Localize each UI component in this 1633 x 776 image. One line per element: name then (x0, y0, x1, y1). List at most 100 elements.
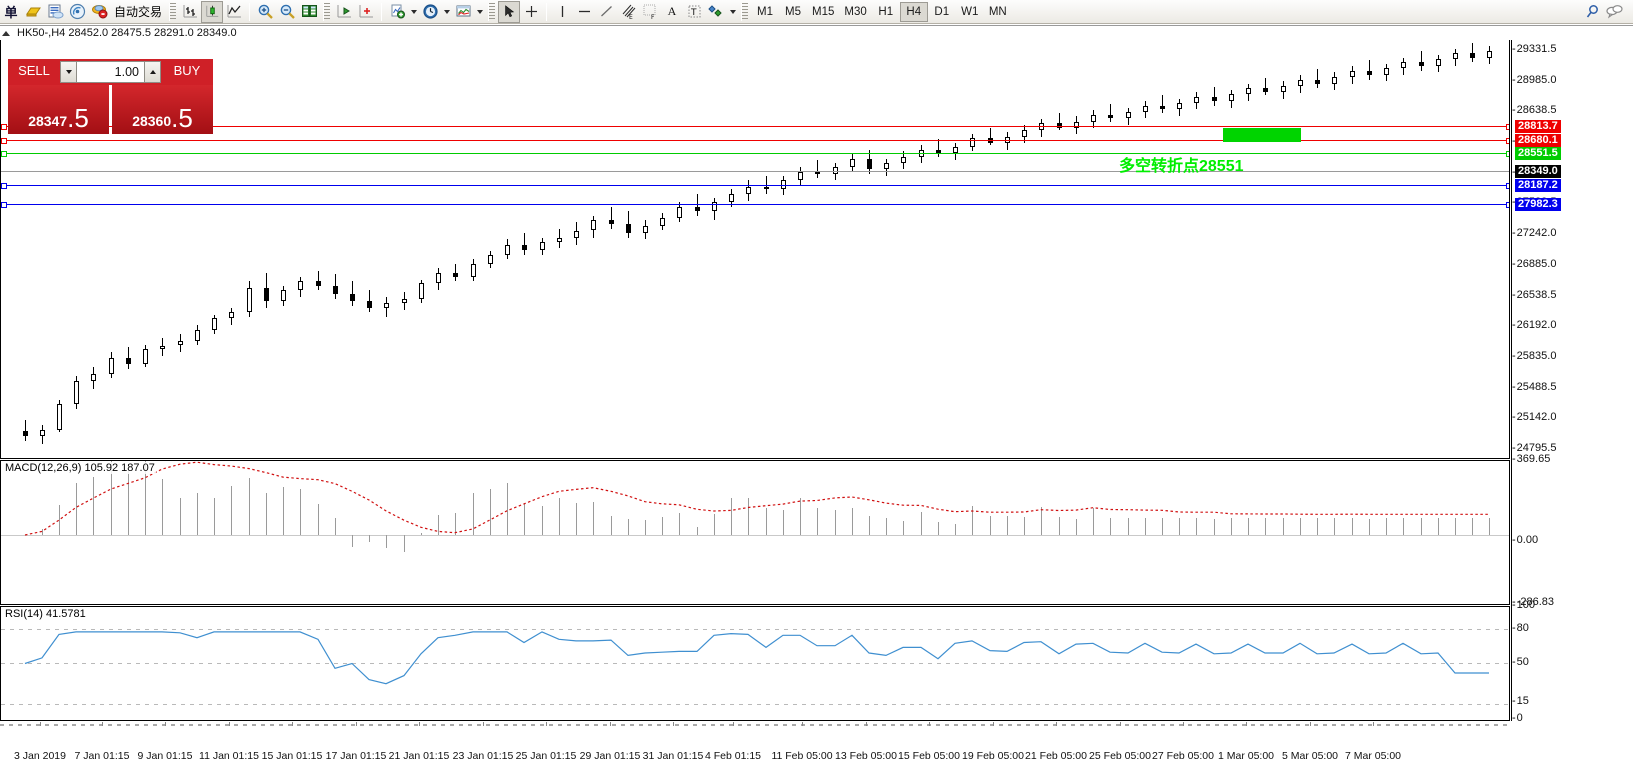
shapes-dropdown-icon[interactable] (727, 1, 738, 23)
vertical-line-icon[interactable] (551, 1, 573, 23)
timeframe-m1[interactable]: M1 (757, 5, 773, 18)
candle-body (626, 224, 631, 234)
price-level-line[interactable] (1, 151, 1509, 157)
one-click-trading-panel[interactable]: SELL 1.00 BUY 28347 .5 28360 .5 (8, 59, 213, 134)
price-level-badge[interactable]: 27982.3 (1515, 198, 1561, 211)
tile-windows-icon[interactable] (298, 1, 320, 23)
signals-icon[interactable] (66, 1, 88, 23)
price-level-line[interactable] (1, 124, 1509, 130)
crosshair-icon[interactable] (520, 1, 542, 23)
candle-body (367, 300, 372, 308)
equidistant-channel-icon[interactable]: E (617, 1, 639, 23)
candle-wick (1421, 50, 1422, 71)
macd-bar (1179, 517, 1180, 535)
templates-icon[interactable] (452, 1, 474, 23)
sell-price-cell[interactable]: 28347 .5 (8, 85, 109, 134)
timeframe-m30[interactable]: M30 (844, 5, 867, 18)
autotrade-icon[interactable] (88, 1, 110, 23)
toolbar-grip-1[interactable] (169, 2, 177, 21)
lot-size-stepper[interactable]: 1.00 (60, 59, 161, 85)
candle-body (1108, 114, 1113, 119)
cursor-icon[interactable] (498, 0, 521, 23)
timeframe-mn[interactable]: MN (988, 5, 1007, 18)
gold-bar-icon[interactable] (22, 1, 44, 23)
price-line-handle[interactable] (1506, 151, 1509, 157)
price-level-badge[interactable]: 28349.0 (1515, 165, 1561, 178)
toolbar-grip-2[interactable] (323, 2, 331, 21)
buy-button[interactable]: BUY (161, 59, 213, 85)
price-level-badge[interactable]: 28551.5 (1515, 147, 1561, 160)
price-line-handle[interactable] (1, 183, 7, 189)
price-level-badge[interactable]: 28187.2 (1515, 179, 1561, 192)
toolbar-grip-4[interactable] (741, 2, 749, 21)
timeframe-d1[interactable]: D1 (934, 5, 950, 18)
candlestick-chart-icon[interactable] (201, 0, 224, 23)
price-tick: 25835.0 (1512, 350, 1557, 362)
price-tick: 26538.5 (1512, 289, 1557, 301)
period-clock-icon[interactable] (419, 1, 441, 23)
add-indicator-icon[interactable] (386, 1, 408, 23)
timeframe-h4[interactable]: H4 (899, 1, 928, 22)
lot-size-input[interactable]: 1.00 (77, 61, 144, 83)
time-scale[interactable]: 3 Jan 2019 7 Jan 01:15 9 Jan 01:15 11 Jan 0… (0, 722, 1510, 776)
price-line-handle[interactable] (1, 138, 7, 144)
toolbar-grip-3[interactable] (488, 2, 496, 21)
zoom-out-icon[interactable] (276, 1, 298, 23)
rsi-pane[interactable]: RSI(14) 41.5781 (0, 606, 1510, 721)
chart-shift-icon[interactable] (333, 1, 355, 23)
price-line-handle[interactable] (1, 151, 7, 157)
timeframe-m15[interactable]: M15 (812, 5, 835, 18)
candle-body (1126, 111, 1131, 119)
price-line-handle[interactable] (1, 124, 7, 130)
bar-chart-icon[interactable] (179, 1, 201, 23)
candle-wick (1059, 112, 1060, 131)
terminal-icon[interactable] (44, 1, 66, 23)
candle-body (798, 171, 803, 181)
candle-body (643, 226, 648, 234)
price-line-handle[interactable] (1506, 124, 1509, 130)
macd-bar (938, 521, 939, 535)
macd-pane[interactable]: MACD(12,26,9) 105.92 187.07 (0, 460, 1510, 605)
price-line-handle[interactable] (1506, 138, 1509, 144)
time-tick (1183, 722, 1184, 726)
price-line-handle[interactable] (1506, 183, 1509, 189)
trendline-icon[interactable] (595, 1, 617, 23)
price-level-line[interactable] (1, 138, 1509, 144)
price-scale[interactable]: 29331.528985.028638.528292.027935.027588… (1511, 40, 1633, 724)
price-line-handle[interactable] (1506, 202, 1509, 208)
price-pane[interactable]: 多空转折点28551 (0, 40, 1510, 459)
macd-zero-line (1, 535, 1509, 536)
macd-bar (748, 497, 749, 535)
timeframe-m5[interactable]: M5 (785, 5, 801, 18)
collapse-triangle-icon[interactable] (2, 30, 10, 36)
lot-decrement-button[interactable] (60, 61, 77, 83)
price-level-line[interactable] (1, 202, 1509, 208)
templates-dropdown-icon[interactable] (474, 1, 485, 23)
timeframe-w1[interactable]: W1 (961, 5, 979, 18)
price-line-handle[interactable] (1, 202, 7, 208)
sell-button[interactable]: SELL (8, 59, 60, 85)
line-chart-icon[interactable] (223, 1, 245, 23)
price-level-badge[interactable]: 28813.7 (1515, 120, 1561, 133)
macd-bar (1110, 517, 1111, 535)
timeframe-h1[interactable]: H1 (878, 5, 894, 18)
buy-price-cell[interactable]: 28360 .5 (112, 85, 213, 134)
horizontal-line-icon[interactable] (573, 1, 595, 23)
fibonacci-icon[interactable]: F (639, 1, 661, 23)
price-level-badge[interactable]: 28680.1 (1515, 134, 1561, 147)
auto-scroll-icon[interactable] (355, 1, 377, 23)
zoom-in-icon[interactable] (254, 1, 276, 23)
chat-icon[interactable] (1603, 1, 1625, 23)
text-label-icon[interactable]: T (683, 1, 705, 23)
price-level-line[interactable] (1, 171, 1509, 172)
new-order-icon[interactable]: 单 (4, 5, 18, 20)
price-tick: 24795.5 (1512, 442, 1557, 454)
text-icon[interactable]: A (667, 4, 677, 18)
search-icon[interactable] (1581, 1, 1603, 23)
add-indicator-dropdown-icon[interactable] (408, 1, 419, 23)
period-dropdown-icon[interactable] (441, 1, 452, 23)
lot-increment-button[interactable] (144, 61, 161, 83)
macd-bar (421, 532, 422, 535)
price-level-line[interactable] (1, 183, 1509, 189)
shapes-icon[interactable] (705, 1, 727, 23)
